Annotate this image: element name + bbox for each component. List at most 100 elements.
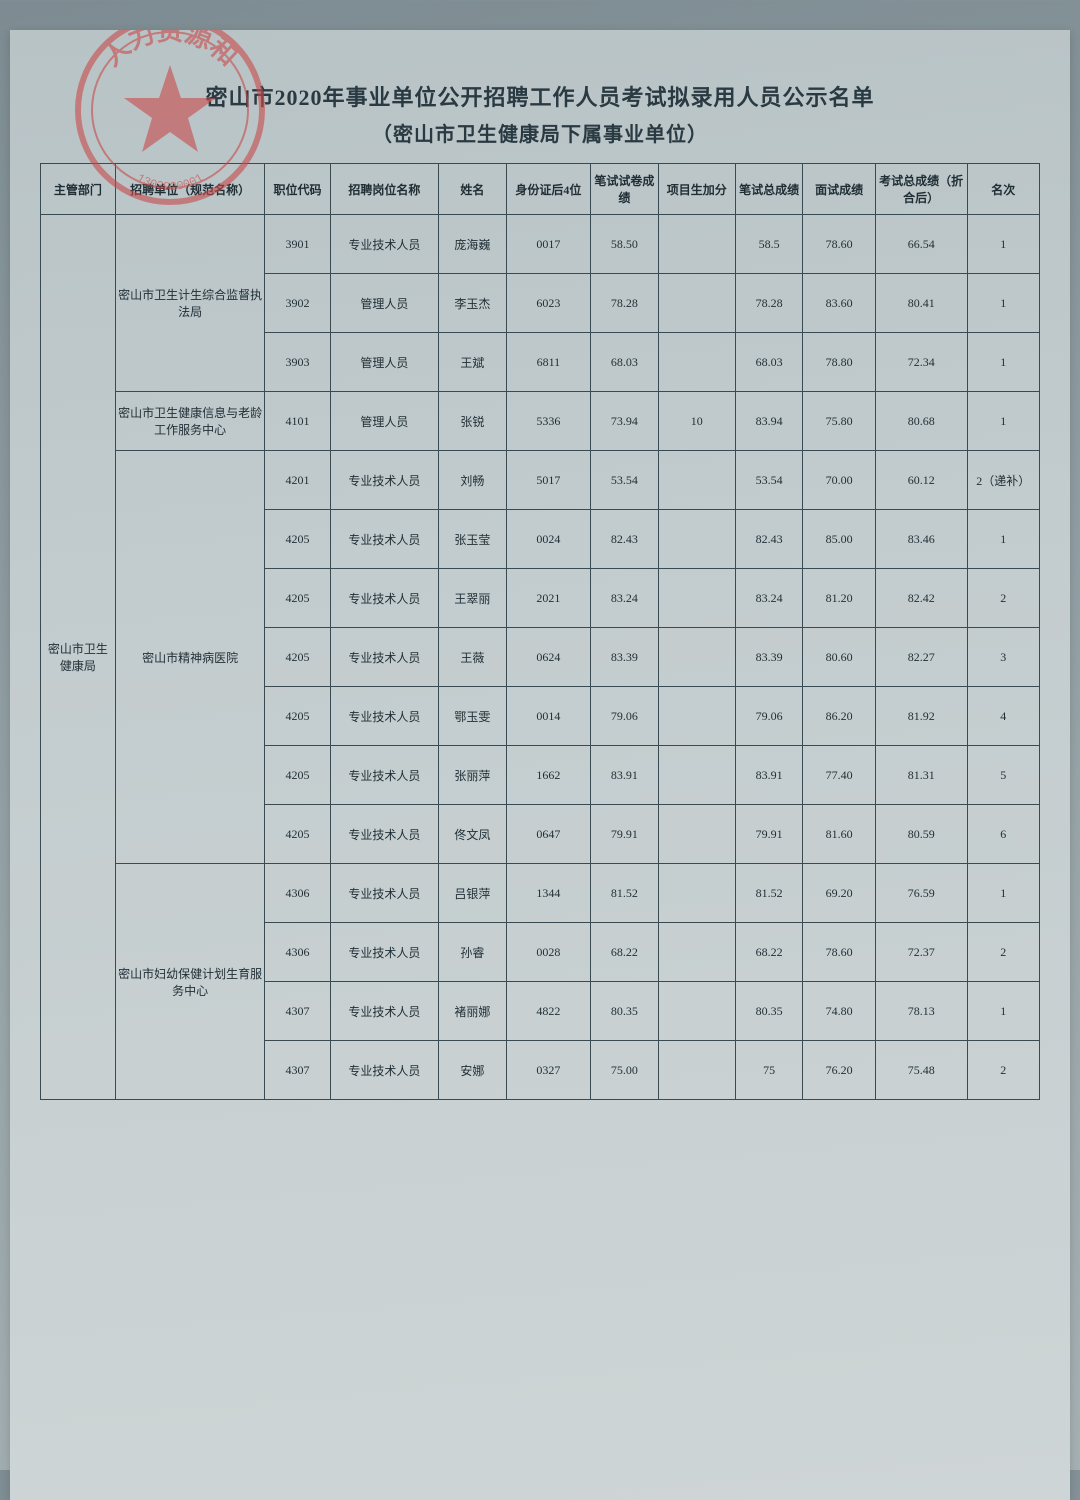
- cell-score2: 78.28: [735, 274, 803, 333]
- cell-score3: 86.20: [803, 687, 875, 746]
- cell-unit: 密山市卫生健康信息与老龄工作服务中心: [115, 392, 265, 451]
- cell-bonus: [658, 333, 735, 392]
- cell-bonus: [658, 274, 735, 333]
- cell-score1: 83.39: [591, 628, 659, 687]
- cell-post: 管理人员: [330, 274, 439, 333]
- cell-bonus: [658, 1041, 735, 1100]
- cell-rank: 1: [967, 510, 1039, 569]
- cell-id: 0647: [506, 805, 590, 864]
- cell-score3: 70.00: [803, 451, 875, 510]
- cell-bonus: [658, 864, 735, 923]
- cell-rank: 1: [967, 274, 1039, 333]
- cell-score2: 82.43: [735, 510, 803, 569]
- document-paper: 人力资源和 1303920001 密山市2020年事业单位公开招聘工作人员考试拟…: [10, 30, 1070, 1500]
- page-subtitle: （密山市卫生健康局下属事业单位）: [40, 118, 1040, 147]
- cell-score4: 78.13: [875, 982, 967, 1041]
- cell-rank: 1: [967, 982, 1039, 1041]
- cell-score3: 83.60: [803, 274, 875, 333]
- cell-score1: 68.22: [591, 923, 659, 982]
- cell-id: 4822: [506, 982, 590, 1041]
- cell-id: 0327: [506, 1041, 590, 1100]
- cell-rank: 2: [967, 923, 1039, 982]
- table-row: 密山市卫生健康局密山市卫生计生综合监督执法局3901专业技术人员庞海巍00175…: [41, 215, 1040, 274]
- cell-id: 0024: [506, 510, 590, 569]
- cell-id: 0624: [506, 628, 590, 687]
- cell-rank: 4: [967, 687, 1039, 746]
- cell-post: 专业技术人员: [330, 687, 439, 746]
- cell-bonus: [658, 215, 735, 274]
- cell-rank: 1: [967, 392, 1039, 451]
- cell-name: 鄂玉雯: [439, 687, 507, 746]
- cell-score1: 75.00: [591, 1041, 659, 1100]
- cell-score2: 58.5: [735, 215, 803, 274]
- cell-code: 4307: [265, 982, 330, 1041]
- cell-name: 李玉杰: [439, 274, 507, 333]
- page-title: 密山市2020年事业单位公开招聘工作人员考试拟录用人员公示名单: [40, 80, 1040, 112]
- cell-post: 专业技术人员: [330, 628, 439, 687]
- cell-score1: 83.91: [591, 746, 659, 805]
- cell-post: 专业技术人员: [330, 569, 439, 628]
- cell-score1: 53.54: [591, 451, 659, 510]
- cell-bonus: [658, 687, 735, 746]
- cell-score4: 60.12: [875, 451, 967, 510]
- seal-top-text: 人力资源和: [97, 30, 242, 72]
- cell-id: 0017: [506, 215, 590, 274]
- cell-score3: 85.00: [803, 510, 875, 569]
- cell-score4: 81.92: [875, 687, 967, 746]
- cell-rank: 1: [967, 864, 1039, 923]
- table-row: 密山市妇幼保健计划生育服务中心4306专业技术人员吕银萍134481.5281.…: [41, 864, 1040, 923]
- cell-score4: 72.37: [875, 923, 967, 982]
- col-header-score1: 笔试试卷成绩: [591, 164, 659, 215]
- cell-code: 3902: [265, 274, 330, 333]
- cell-bonus: [658, 628, 735, 687]
- cell-code: 4205: [265, 628, 330, 687]
- cell-bonus: [658, 982, 735, 1041]
- cell-bonus: [658, 451, 735, 510]
- table-row: 密山市精神病医院4201专业技术人员刘畅501753.5453.5470.006…: [41, 451, 1040, 510]
- col-header-code: 职位代码: [265, 164, 330, 215]
- cell-rank: 2: [967, 1041, 1039, 1100]
- col-header-id: 身份证后4位: [506, 164, 590, 215]
- cell-score2: 83.94: [735, 392, 803, 451]
- cell-name: 吕银萍: [439, 864, 507, 923]
- cell-score1: 68.03: [591, 333, 659, 392]
- table-body: 密山市卫生健康局密山市卫生计生综合监督执法局3901专业技术人员庞海巍00175…: [41, 215, 1040, 1100]
- cell-score1: 79.06: [591, 687, 659, 746]
- cell-name: 佟文凤: [439, 805, 507, 864]
- cell-post: 专业技术人员: [330, 746, 439, 805]
- cell-score3: 78.60: [803, 215, 875, 274]
- cell-bonus: [658, 569, 735, 628]
- cell-name: 庞海巍: [439, 215, 507, 274]
- cell-score1: 78.28: [591, 274, 659, 333]
- cell-score4: 82.27: [875, 628, 967, 687]
- col-header-score3: 面试成绩: [803, 164, 875, 215]
- cell-id: 5017: [506, 451, 590, 510]
- cell-score2: 79.06: [735, 687, 803, 746]
- cell-bonus: [658, 746, 735, 805]
- cell-score1: 81.52: [591, 864, 659, 923]
- cell-id: 1662: [506, 746, 590, 805]
- cell-score1: 82.43: [591, 510, 659, 569]
- cell-name: 刘畅: [439, 451, 507, 510]
- cell-post: 管理人员: [330, 333, 439, 392]
- col-header-name: 姓名: [439, 164, 507, 215]
- cell-rank: 3: [967, 628, 1039, 687]
- cell-id: 6811: [506, 333, 590, 392]
- cell-name: 王翠丽: [439, 569, 507, 628]
- cell-name: 褚丽娜: [439, 982, 507, 1041]
- cell-score2: 83.24: [735, 569, 803, 628]
- cell-code: 4201: [265, 451, 330, 510]
- cell-unit: 密山市精神病医院: [115, 451, 265, 864]
- cell-name: 王斌: [439, 333, 507, 392]
- col-header-score4: 考试总成绩（折合后）: [875, 164, 967, 215]
- cell-name: 张玉莹: [439, 510, 507, 569]
- cell-code: 4307: [265, 1041, 330, 1100]
- cell-code: 4205: [265, 805, 330, 864]
- col-header-bonus: 项目生加分: [658, 164, 735, 215]
- table-header-row: 主管部门 招聘单位（规范名称） 职位代码 招聘岗位名称 姓名 身份证后4位 笔试…: [41, 164, 1040, 215]
- cell-post: 专业技术人员: [330, 923, 439, 982]
- cell-dept: 密山市卫生健康局: [41, 215, 116, 1100]
- cell-id: 1344: [506, 864, 590, 923]
- cell-name: 张丽萍: [439, 746, 507, 805]
- cell-score4: 72.34: [875, 333, 967, 392]
